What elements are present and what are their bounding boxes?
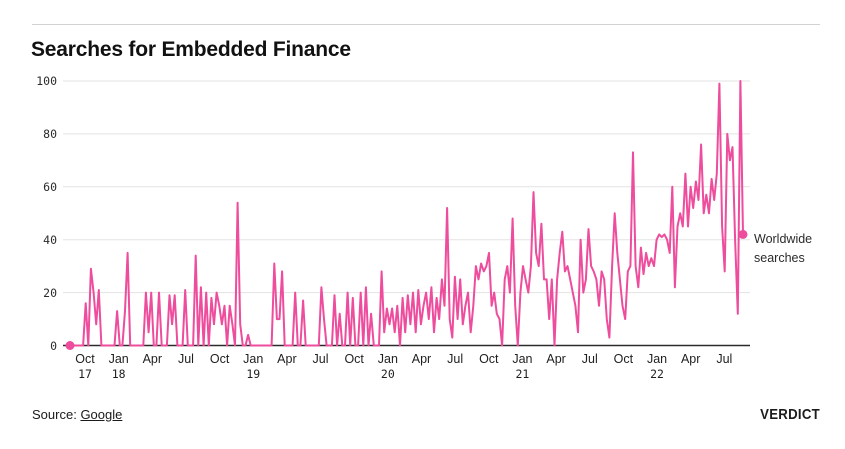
source-note: Source: Google <box>32 407 122 422</box>
x-tick-label: Apr <box>142 352 163 366</box>
x-tick-label: Jan 22 <box>646 352 668 381</box>
y-tick-label: 100 <box>36 74 57 88</box>
y-tick-label: 40 <box>43 232 57 247</box>
x-tick-label: Apr <box>277 352 297 366</box>
searches-line-series <box>69 80 744 347</box>
first-point-marker <box>65 341 75 350</box>
x-tick-label: Jan 18 <box>108 352 129 381</box>
x-tick-label: Oct <box>209 352 230 366</box>
x-tick-label: Oct 17 <box>75 352 95 381</box>
y-tick-label: 20 <box>43 285 57 300</box>
source-link[interactable]: Google <box>80 407 123 422</box>
x-tick-label: Jul <box>716 352 733 366</box>
x-tick-label: Jul <box>312 352 329 366</box>
x-tick-label: Apr <box>546 352 566 366</box>
x-tick-label: Jan 19 <box>243 352 264 381</box>
x-tick-label: Apr <box>411 352 432 366</box>
x-tick-label: Oct <box>479 352 499 366</box>
y-tick-label: 60 <box>43 179 57 194</box>
x-tick-label: Apr <box>680 352 701 366</box>
last-point-marker <box>738 229 748 239</box>
x-tick-label: Jul <box>447 352 464 366</box>
chart-title: Searches for Embedded Finance <box>31 38 351 61</box>
x-tick-label: Jan 20 <box>377 352 398 381</box>
y-tick-label: 80 <box>43 126 57 141</box>
x-tick-label: Jul <box>177 352 194 366</box>
source-label: Source: <box>32 407 77 422</box>
x-tick-label: Jul <box>581 352 598 366</box>
x-tick-label: Jan 21 <box>512 352 533 381</box>
brand-logo: VERDICT <box>760 406 820 423</box>
top-divider <box>32 24 820 25</box>
x-tick-label: Oct <box>344 352 364 366</box>
y-tick-label: 0 <box>50 338 57 353</box>
series-legend-label: Worldwide searches <box>754 232 813 265</box>
x-tick-label: Oct <box>613 352 634 366</box>
